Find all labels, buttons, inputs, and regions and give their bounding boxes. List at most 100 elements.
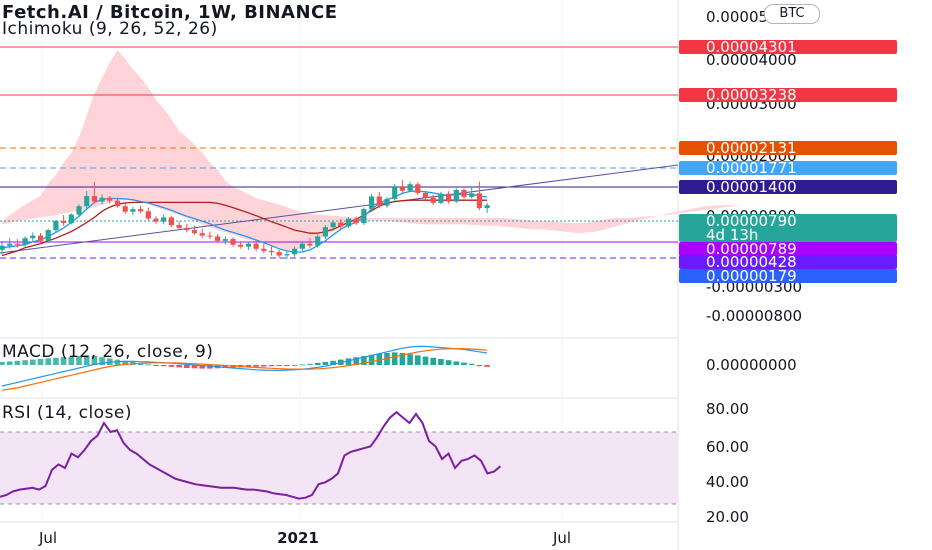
candle-body bbox=[30, 235, 36, 239]
candle-body bbox=[130, 209, 136, 212]
macd-histogram-bar bbox=[353, 357, 359, 365]
price-label-tag bbox=[679, 141, 897, 155]
candle-body bbox=[430, 197, 436, 203]
price-label-value: 0.00000179 bbox=[706, 267, 797, 285]
candle-body bbox=[153, 218, 159, 222]
candle-body bbox=[107, 197, 113, 201]
candle-body bbox=[199, 233, 205, 236]
candle-body bbox=[145, 211, 151, 219]
price-label-tag bbox=[679, 255, 897, 269]
macd-histogram-bar bbox=[0, 362, 5, 365]
macd-histogram-bar bbox=[153, 365, 159, 366]
macd-histogram-bar bbox=[68, 356, 75, 365]
price-label-value: 0.00000790 bbox=[706, 212, 797, 230]
macd-histogram-bar bbox=[391, 352, 398, 365]
ichimoku-cloud bbox=[2, 50, 742, 250]
candle-body bbox=[338, 222, 344, 227]
price-label-tag bbox=[679, 242, 897, 256]
macd-histogram-bar bbox=[430, 357, 436, 365]
candle-body bbox=[268, 250, 275, 253]
ichimoku-base-line bbox=[1, 199, 488, 257]
rsi-legend[interactable]: RSI (14, close) bbox=[2, 403, 133, 423]
candle-body bbox=[91, 196, 97, 202]
candle-body bbox=[161, 217, 167, 222]
symbol-title: Fetch.AI / Bitcoin, 1W, BINANCE bbox=[2, 2, 338, 23]
candle-body bbox=[176, 225, 182, 228]
candle-body bbox=[453, 189, 459, 202]
candle-body bbox=[299, 243, 305, 249]
price-label-value: 0.00003238 bbox=[706, 86, 797, 104]
macd-histogram-bar bbox=[253, 365, 259, 367]
candle-body bbox=[261, 248, 267, 251]
macd-histogram-bar bbox=[83, 355, 90, 365]
candle-body bbox=[230, 239, 236, 245]
macd-histogram-bar bbox=[53, 357, 59, 365]
macd-histogram-bar bbox=[438, 359, 444, 365]
macd-histogram-bar bbox=[291, 365, 298, 366]
price-label-value: 0.00000428 bbox=[706, 253, 797, 271]
macd-histogram-bar bbox=[376, 353, 383, 365]
candle-body bbox=[345, 218, 352, 227]
candle-body bbox=[122, 206, 128, 212]
price-label-tag bbox=[679, 269, 897, 283]
countdown-label: 4d 13h bbox=[706, 226, 758, 244]
candle-body bbox=[168, 217, 174, 226]
candle-body bbox=[191, 230, 198, 234]
macd-histogram-bar bbox=[45, 358, 51, 365]
currency-badge[interactable]: BTC bbox=[764, 4, 820, 24]
macd-histogram-bar bbox=[30, 359, 36, 365]
macd-histogram-bar bbox=[345, 358, 352, 365]
price-label-tag bbox=[679, 88, 897, 102]
macd-histogram-bar bbox=[245, 365, 252, 368]
macd-histogram-bar bbox=[322, 362, 329, 365]
macd-histogram-bar bbox=[368, 354, 375, 365]
price-axis-tick-label: -0.00000800 bbox=[706, 307, 802, 325]
time-axis-tick-label: Jul bbox=[552, 529, 571, 547]
candle-body bbox=[37, 235, 44, 241]
price-label-value: 0.00001400 bbox=[706, 178, 797, 196]
price-label-tag bbox=[679, 161, 897, 175]
candle-body bbox=[399, 186, 405, 191]
macd-histogram-bar bbox=[160, 365, 167, 367]
macd-histogram-bar bbox=[476, 365, 483, 367]
candle-body bbox=[292, 248, 298, 255]
candle-body bbox=[45, 230, 51, 241]
trend-line bbox=[0, 164, 679, 254]
candle-body bbox=[407, 184, 413, 191]
candle-body bbox=[330, 222, 336, 228]
macd-histogram-bar bbox=[276, 365, 282, 366]
candle-body bbox=[215, 236, 221, 241]
ichimoku-conversion-line bbox=[1, 190, 488, 253]
price-label-value: 0.00000789 bbox=[706, 240, 797, 258]
macd-histogram-bar bbox=[261, 365, 267, 367]
macd-histogram-bar bbox=[284, 365, 290, 366]
candle-body bbox=[238, 244, 244, 247]
macd-histogram-bar bbox=[484, 365, 490, 367]
candle-body bbox=[461, 189, 467, 197]
ichimoku-legend[interactable]: Ichimoku (9, 26, 52, 26) bbox=[2, 19, 218, 39]
candle-body bbox=[276, 252, 282, 256]
macd-histogram-bar bbox=[137, 363, 144, 365]
macd-histogram-bar bbox=[14, 360, 21, 365]
macd-histogram-bar bbox=[268, 365, 275, 367]
macd-histogram-bar bbox=[6, 361, 13, 365]
candle-body bbox=[415, 184, 421, 193]
candle-body bbox=[315, 236, 321, 246]
macd-histogram-bar bbox=[453, 361, 460, 365]
time-axis-tick-label: Jul bbox=[38, 529, 57, 547]
candle-body bbox=[68, 214, 74, 224]
candle-body bbox=[322, 227, 328, 237]
candle-body bbox=[184, 227, 190, 231]
candle-body bbox=[0, 245, 5, 250]
price-label-tag bbox=[679, 180, 897, 194]
macd-legend[interactable]: MACD (12, 26, close, 9) bbox=[2, 342, 214, 362]
candle-body bbox=[353, 218, 359, 224]
candle-body bbox=[392, 186, 398, 199]
macd-histogram-bar bbox=[299, 364, 306, 366]
candle-body bbox=[76, 206, 82, 215]
macd-line bbox=[1, 345, 488, 387]
macd-histogram-bar bbox=[330, 360, 336, 365]
macd-histogram-bar bbox=[176, 365, 182, 368]
macd-histogram-bar bbox=[361, 356, 367, 365]
